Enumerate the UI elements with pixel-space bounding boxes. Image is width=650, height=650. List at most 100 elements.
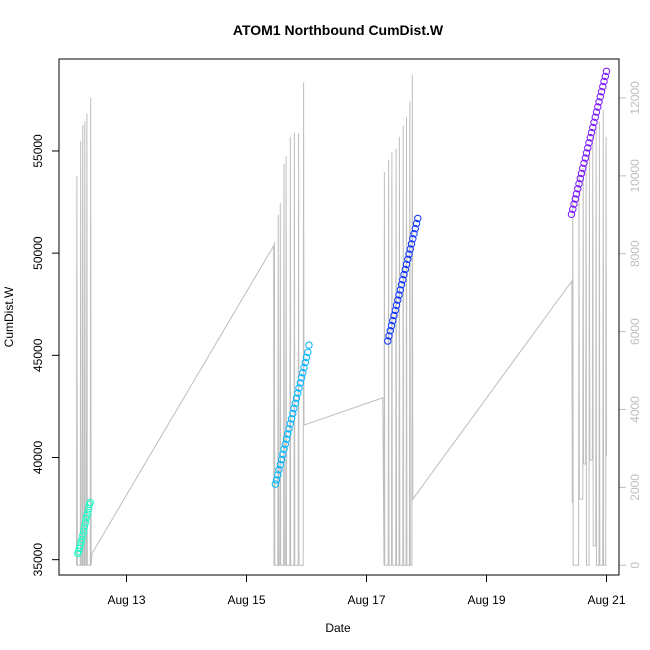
x-tick-label: Aug 19 bbox=[467, 593, 505, 607]
y2-tick-label: 12000 bbox=[628, 81, 642, 115]
data-point bbox=[291, 399, 299, 407]
data-point bbox=[591, 113, 599, 121]
data-point bbox=[394, 296, 402, 304]
data-point bbox=[86, 498, 95, 507]
data-point bbox=[275, 466, 283, 474]
y-tick-label: 45000 bbox=[31, 338, 45, 372]
data-point bbox=[592, 108, 601, 116]
data-point bbox=[602, 67, 611, 76]
data-point bbox=[80, 523, 89, 531]
data-point bbox=[276, 460, 284, 469]
axes-layer: Aug 13 Aug 15 Aug 17 Aug 19 Aug 213500040000… bbox=[31, 81, 642, 607]
data-point bbox=[79, 527, 88, 535]
data-point bbox=[600, 77, 608, 86]
y2-tick-label: 2000 bbox=[628, 474, 642, 501]
data-point bbox=[79, 531, 87, 539]
data-point bbox=[595, 98, 603, 106]
data-point bbox=[384, 337, 392, 345]
data-point bbox=[574, 185, 582, 193]
data-point bbox=[582, 149, 591, 157]
series-4 bbox=[567, 67, 611, 219]
data-point bbox=[302, 353, 311, 362]
data-point bbox=[594, 103, 602, 111]
data-point bbox=[405, 250, 413, 258]
data-point bbox=[299, 369, 307, 377]
series-1 bbox=[74, 498, 95, 558]
data-point bbox=[396, 286, 404, 294]
data-point bbox=[587, 128, 596, 137]
y2-tick-label: 6000 bbox=[628, 318, 642, 345]
data-point bbox=[585, 139, 593, 147]
data-point bbox=[284, 430, 292, 438]
data-point bbox=[292, 394, 301, 402]
data-point bbox=[290, 404, 298, 413]
secondary-line-layer bbox=[76, 74, 607, 566]
data-point bbox=[597, 88, 606, 96]
data-point bbox=[281, 440, 289, 448]
data-point bbox=[385, 332, 393, 340]
data-point bbox=[390, 311, 398, 320]
data-point bbox=[300, 363, 308, 372]
data-point bbox=[280, 445, 288, 453]
data-point bbox=[590, 118, 598, 127]
data-point bbox=[287, 415, 296, 423]
y-tick-label: 50000 bbox=[31, 236, 45, 270]
data-point bbox=[84, 509, 92, 517]
data-point bbox=[575, 180, 583, 188]
data-point bbox=[83, 512, 91, 520]
data-point bbox=[397, 281, 406, 289]
data-point bbox=[409, 235, 417, 243]
secondary-line bbox=[76, 74, 607, 566]
data-point bbox=[282, 435, 291, 443]
data-point bbox=[576, 174, 584, 183]
data-point bbox=[271, 480, 279, 488]
data-point bbox=[78, 535, 86, 543]
data-point bbox=[387, 322, 396, 330]
data-point bbox=[577, 169, 586, 178]
y-axis-right: 0 2000 4000 6000 8000 10000 12000 bbox=[618, 81, 642, 569]
data-point bbox=[77, 538, 85, 546]
y-axis-label: CumDist.W bbox=[2, 286, 16, 347]
x-tick-label: Aug 15 bbox=[227, 593, 265, 607]
x-axis: Aug 13 Aug 15 Aug 17 Aug 19 Aug 21 bbox=[107, 574, 626, 607]
y2-tick-label: 0 bbox=[628, 562, 642, 569]
data-point bbox=[579, 164, 587, 173]
data-point bbox=[294, 389, 302, 397]
data-point bbox=[272, 476, 281, 484]
data-point bbox=[404, 255, 412, 263]
x-tick-label: Aug 13 bbox=[107, 593, 145, 607]
data-point bbox=[305, 341, 313, 349]
data-point bbox=[596, 93, 604, 101]
data-point bbox=[406, 245, 414, 253]
series-2 bbox=[271, 341, 313, 488]
data-point bbox=[407, 240, 416, 248]
x-axis-label: Date bbox=[325, 621, 351, 635]
x-tick-label: Aug 17 bbox=[347, 593, 385, 607]
data-point bbox=[399, 276, 407, 284]
y-tick-label: 40000 bbox=[31, 440, 45, 474]
y-tick-label: 55000 bbox=[31, 134, 45, 168]
data-point bbox=[386, 327, 394, 335]
data-point bbox=[285, 425, 293, 433]
data-point bbox=[304, 348, 312, 356]
data-point bbox=[599, 82, 607, 91]
data-point bbox=[274, 471, 282, 479]
series-3 bbox=[384, 214, 422, 345]
plot-frame bbox=[58, 58, 620, 576]
data-point bbox=[395, 291, 403, 299]
y-tick-label: 35000 bbox=[31, 543, 45, 577]
data-point bbox=[581, 154, 589, 162]
data-point bbox=[295, 384, 303, 392]
data-point bbox=[601, 72, 609, 81]
data-point bbox=[567, 210, 576, 219]
y2-tick-label: 8000 bbox=[628, 240, 642, 267]
data-point bbox=[411, 224, 419, 233]
data-point bbox=[286, 420, 294, 428]
data-point bbox=[400, 270, 408, 279]
data-point bbox=[301, 358, 309, 367]
y2-tick-label: 10000 bbox=[628, 159, 642, 193]
data-point bbox=[412, 219, 421, 228]
data-point bbox=[392, 301, 401, 309]
y2-tick-label: 4000 bbox=[628, 396, 642, 423]
data-point bbox=[279, 450, 287, 459]
